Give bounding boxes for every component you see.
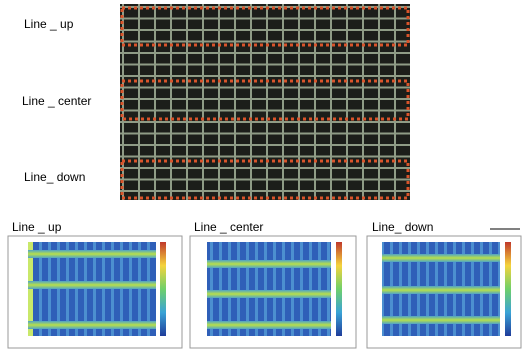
panel-title: Line _ up (12, 220, 62, 234)
heat-band (382, 316, 500, 324)
heat-band (207, 321, 331, 329)
heat-band (28, 281, 156, 289)
grid-photo (120, 4, 410, 200)
colorbar (505, 242, 511, 336)
row-label: Line _ up (24, 17, 74, 31)
row-label: Line _ center (22, 94, 91, 108)
heat-band (382, 254, 500, 262)
heatmap (207, 242, 331, 336)
panel-title: Line_ down (372, 220, 433, 234)
panel-title: Line _ center (194, 220, 263, 234)
heat-band (28, 321, 156, 329)
heat-band (28, 250, 156, 258)
heat-band (207, 290, 331, 298)
colorbar (336, 242, 342, 336)
row-label: Line_ down (24, 170, 85, 184)
heat-band (382, 286, 500, 294)
heat-band (207, 260, 331, 268)
colorbar (160, 242, 166, 336)
